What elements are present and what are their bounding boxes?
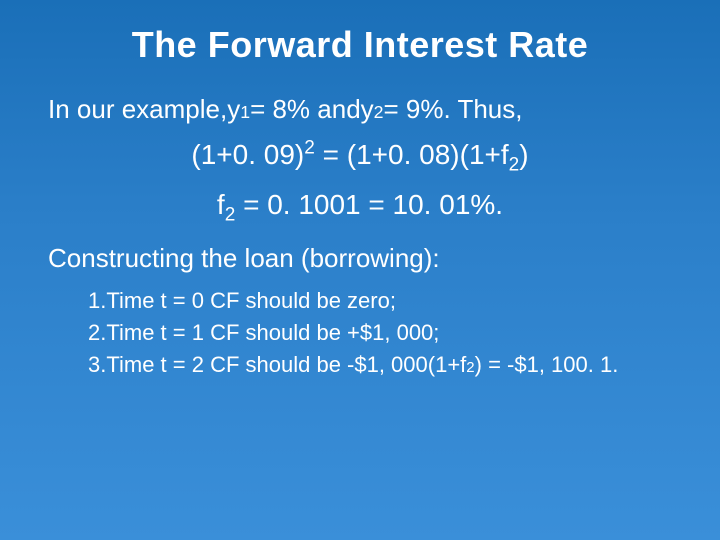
item-text-pre: Time t = 2 CF should be -$1, 000(1+f [106,352,466,378]
item-number: 1. [88,288,106,314]
item-text-post: ) = -$1, 100. 1. [475,352,619,378]
intro-suffix: = 9%. Thus, [384,94,523,125]
eq1-lhs: (1+0. 09) [191,139,304,170]
eq2-fsub: 2 [225,205,236,226]
intro-prefix: In our example, [48,94,227,125]
equation-1: (1+0. 09)2 = (1+0. 08)(1+f2) [48,139,672,171]
equation-2: f2 = 0. 1001 = 10. 01%. [48,189,672,221]
item-text: Time t = 1 CF should be +$1, 000; [106,320,439,346]
construct-heading: Constructing the loan (borrowing): [48,243,672,274]
eq1-sup: 2 [304,138,315,159]
list-item: 3. Time t = 2 CF should be -$1, 000(1+f2… [88,352,672,378]
eq1-close: ) [519,139,528,170]
item-number: 2. [88,320,106,346]
eq1-equals: = (1+0. 08)(1+f [323,139,509,170]
item-number: 3. [88,352,106,378]
item-text: Time t = 0 CF should be zero; [106,288,396,314]
eq2-rest: = 0. 1001 = 10. 01%. [243,189,503,220]
slide-title: The Forward Interest Rate [48,24,672,66]
intro-mid1: = 8% and [250,94,361,125]
y1-var: y [227,94,240,125]
intro-line: In our example, y1 = 8% and y2 = 9%. Thu… [48,94,672,125]
steps-list: 1. Time t = 0 CF should be zero; 2. Time… [48,288,672,378]
list-item: 2. Time t = 1 CF should be +$1, 000; [88,320,672,346]
list-item: 1. Time t = 0 CF should be zero; [88,288,672,314]
eq2-f: f [217,189,225,220]
slide: The Forward Interest Rate In our example… [0,0,720,540]
eq1-fsub: 2 [509,155,520,176]
y2-var: y [361,94,374,125]
